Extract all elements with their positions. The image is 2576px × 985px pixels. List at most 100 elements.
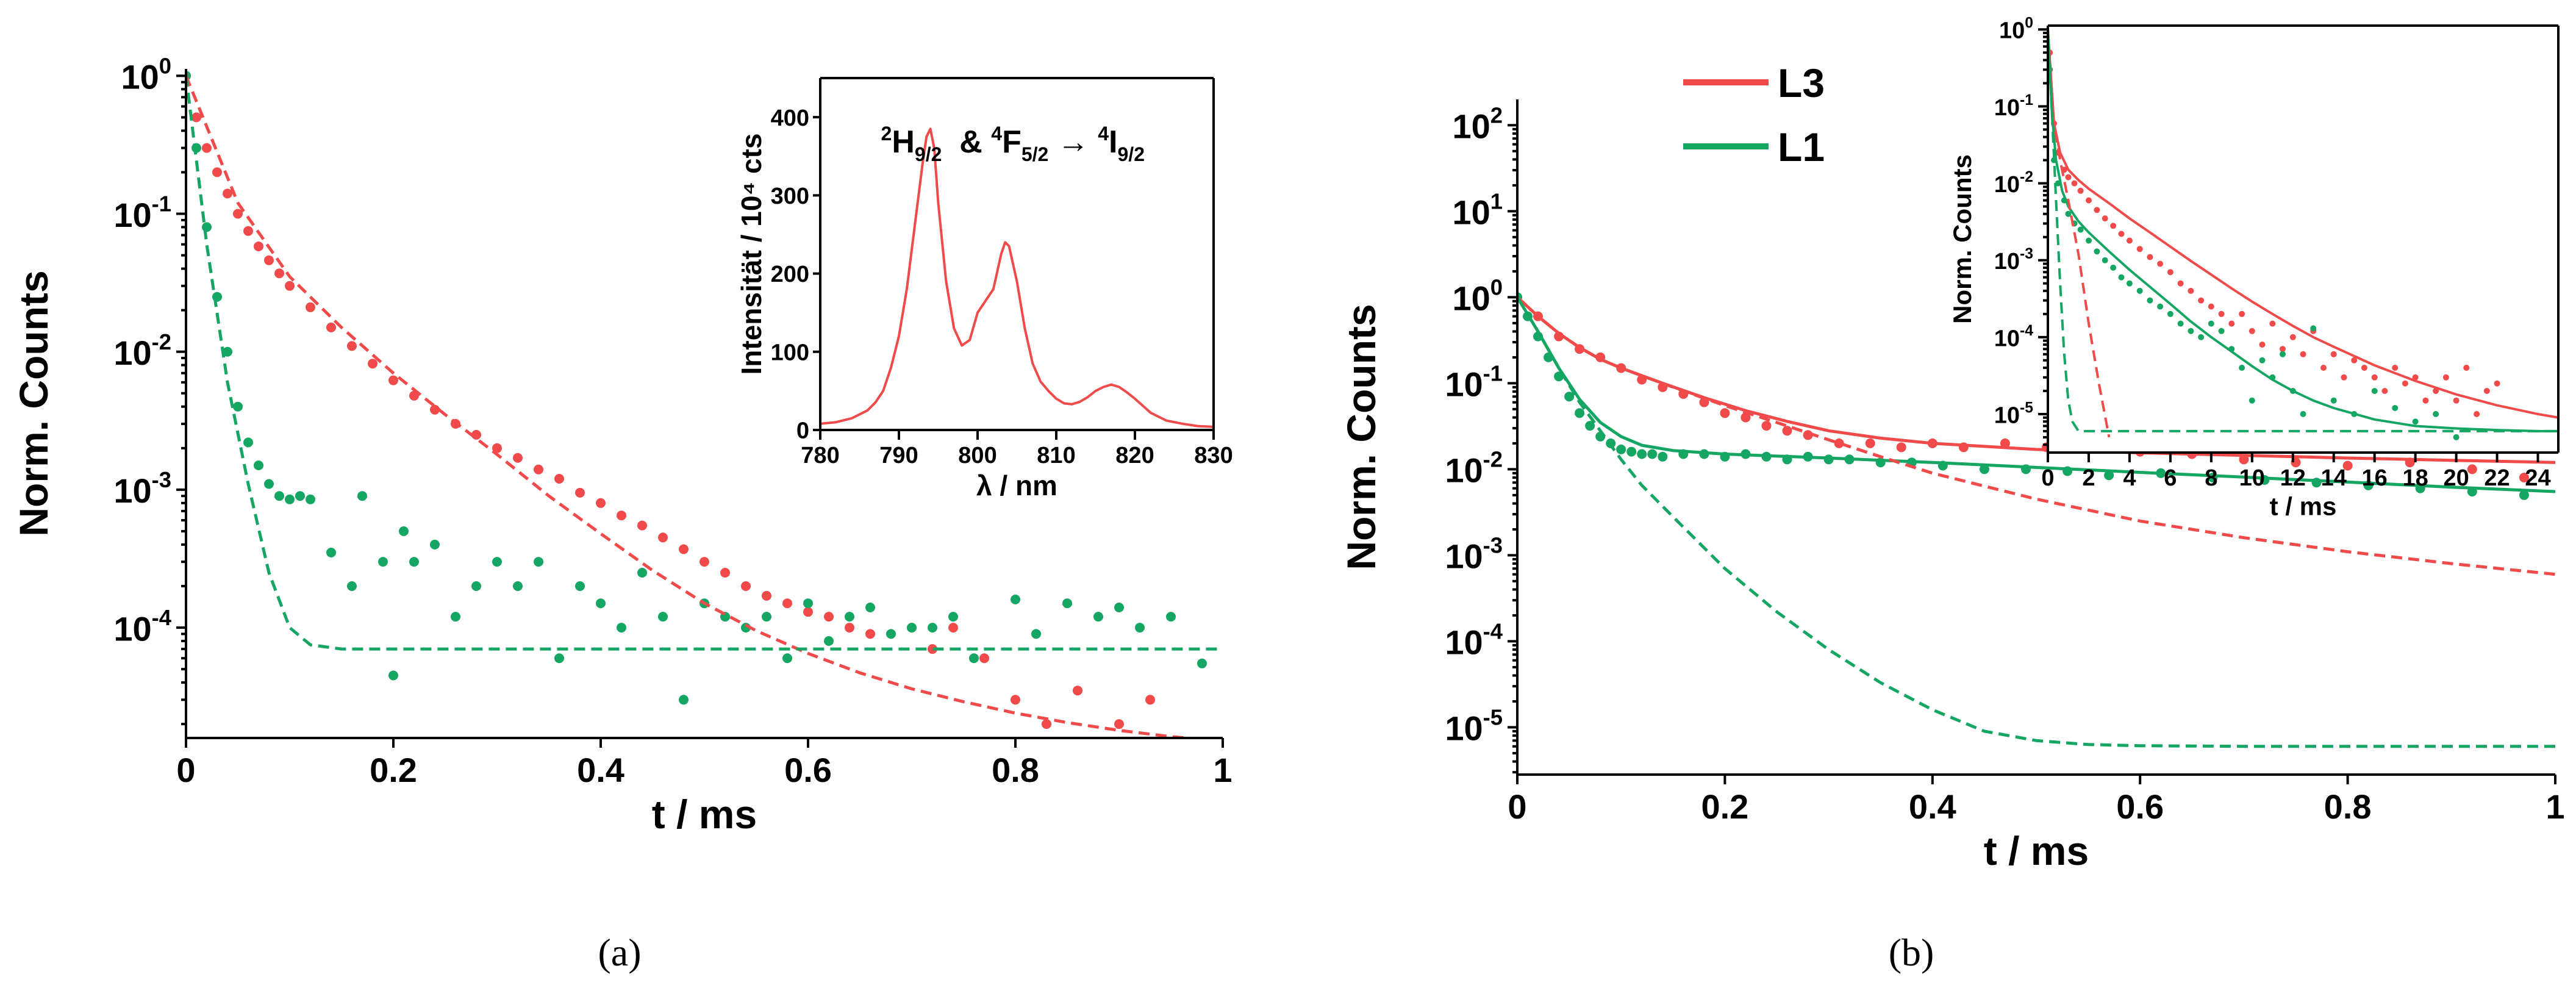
b-main-L3-fast-fit-line: [1517, 296, 2555, 576]
a-main-green-data-point-8: [264, 479, 274, 489]
a-main-red-data-point-4: [223, 188, 232, 199]
a-main-y-axis-label: Norm. Counts: [11, 270, 56, 536]
b-inset-L3-data-point-21: [2218, 310, 2225, 317]
a-main-red-data-point-46: [1114, 719, 1124, 729]
b-main-ytick-label-7: 10-5: [1445, 705, 1503, 748]
b-inset-L3-data-point-7: [2086, 197, 2092, 204]
a-main-green-data-point-2: [202, 222, 212, 232]
a-main-green-data-point-5: [233, 401, 243, 412]
b-inset-L1-data-point-36: [2433, 410, 2439, 417]
b-inset-L3-data-point-25: [2259, 342, 2266, 348]
a-main-green-data-point-12: [306, 494, 315, 504]
a-inset-title-space-2: [1048, 124, 1057, 160]
a-main-green-data-point-13: [326, 548, 336, 557]
chart-b-main: 0 0.2 0.4 0.6 0.8 110210110010-110-210-310-41…: [1339, 99, 2565, 873]
b-main-ytick-label-3: 10-1: [1445, 360, 1503, 403]
b-main-ytick-exp-0: 2: [1490, 102, 1503, 127]
a-main-green-data-point-14: [347, 581, 357, 591]
b-inset-L1-data-point-34: [2392, 405, 2399, 411]
b-inset-L1-data-point-27: [2280, 351, 2286, 357]
b-main-ytick-base-3: 10: [1445, 365, 1483, 404]
a-main-ytick-base-1: 10: [113, 196, 151, 234]
b-main-ytick-label-5: 10-3: [1445, 532, 1503, 575]
a-main-ytick-label-3: 10-3: [113, 467, 171, 510]
b-inset-L1-fast-fit-line: [2048, 29, 2558, 432]
a-main-green-data-point-32: [679, 695, 689, 705]
a-inset-xtick-label-0: 780: [801, 443, 839, 468]
b-main-xtick-label-5: 1: [2546, 787, 2564, 826]
a-main-green-data-point-41: [865, 603, 875, 612]
b-inset-L3-data-point-8: [2094, 207, 2100, 213]
b-inset-L3-data-point-35: [2361, 365, 2367, 371]
a-main-green-data-point-4: [223, 346, 232, 357]
a-inset-xtick-label-3: 810: [1037, 443, 1075, 468]
b-inset-L1-data-point-16: [2167, 310, 2174, 317]
a-inset-bg: [820, 78, 1214, 430]
a-inset-title-space-0: [942, 124, 950, 160]
b-inset-L1-data-point-10: [2110, 264, 2117, 271]
a-main-green-data-point-25: [534, 557, 543, 567]
a-main-green-data-point-28: [596, 598, 606, 609]
b-inset-xtick-label-1: 2: [2082, 465, 2095, 491]
b-inset-ytick-label-0: 100: [1999, 15, 2033, 44]
a-main-red-data-point-43: [1011, 695, 1020, 705]
b-main-ytick-exp-3: -1: [1483, 360, 1503, 385]
b-inset-L3-data-point-13: [2136, 246, 2143, 253]
panel-label-b: (b): [1889, 931, 1934, 974]
a-main-green-data-point-43: [907, 623, 917, 633]
b-inset-ytick-label-2: 10-2: [1994, 169, 2033, 198]
b-inset-L3-data-point-31: [2320, 365, 2327, 371]
b-main-ytick-exp-6: -4: [1483, 619, 1503, 644]
b-inset-L1-data-point-9: [2102, 257, 2108, 263]
a-main-red-data-point-22: [534, 464, 543, 475]
b-inset-L1-data-point-25: [2259, 357, 2266, 364]
b-main-L3-data-point-13: [1782, 426, 1792, 436]
a-main-green-data-point-9: [274, 491, 284, 501]
a-main-green-data-point-22: [471, 581, 481, 591]
b-main-xtick-label-4: 0.8: [2324, 787, 2372, 826]
a-main-green-data-point-6: [243, 437, 253, 448]
a-inset-title-letter-4: I: [1109, 124, 1117, 160]
a-main-xtick-label-5: 1: [1213, 751, 1232, 789]
b-main-L3-data-point-16: [1865, 438, 1875, 448]
b-inset-L3-data-point-47: [2483, 388, 2490, 394]
a-main-xtick-label-3: 0.6: [784, 751, 832, 789]
b-inset-L3-data-point-5: [2071, 180, 2078, 187]
a-main-x-axis-label: t / ms: [652, 792, 757, 837]
b-main-L1-data-point-10: [1616, 444, 1626, 454]
b-main-L1-data-point-11: [1626, 446, 1637, 457]
a-main-red-data-point-10: [285, 281, 295, 291]
b-inset-ytick-exp-1: -1: [2020, 92, 2033, 109]
a-main-red-data-point-24: [575, 487, 585, 498]
b-inset-L3-data-point-44: [2453, 397, 2460, 404]
b-inset-L1-data-point-31: [2330, 397, 2337, 404]
a-main-green-data-point-49: [1031, 629, 1041, 639]
a-main-green-data-point-54: [1166, 612, 1176, 622]
b-inset-ytick-exp-5: -5: [2020, 399, 2033, 416]
a-main-red-data-point-38: [865, 629, 875, 639]
a-inset-title-letter-0: H: [892, 124, 915, 160]
a-main-green-data-point-11: [295, 491, 305, 501]
b-inset-L1-data-point-4: [2065, 210, 2072, 217]
a-main-red-data-point-20: [492, 443, 502, 453]
b-inset-bg: [2048, 26, 2558, 453]
b-inset-L3-data-point-11: [2118, 231, 2125, 237]
b-inset-L3-data-point-33: [2341, 374, 2347, 381]
b-main-L1-data-point-6: [1575, 408, 1585, 418]
b-inset-xtick-label-2: 4: [2123, 465, 2136, 491]
a-main-ytick-exp-1: -1: [152, 192, 171, 217]
b-main-L3-data-point-10: [1720, 408, 1730, 418]
a-main-red-data-point-2: [202, 143, 212, 153]
a-main-red-data-point-31: [720, 568, 730, 578]
a-inset-x-axis-label: λ / nm: [976, 470, 1057, 501]
b-main-L3-data-point-17: [1896, 442, 1906, 453]
a-main-red-data-point-11: [306, 302, 315, 312]
a-main-green-data-point-51: [1093, 612, 1103, 622]
a-main-red-data-point-3: [212, 167, 222, 177]
a-main-green-data-point-7: [254, 460, 263, 470]
b-inset-ytick-base-2: 10: [1994, 172, 2020, 198]
b-inset-L3-data-point-12: [2126, 237, 2133, 244]
a-main-ytick-exp-2: -2: [152, 329, 171, 354]
b-main-ytick-exp-7: -5: [1483, 705, 1503, 730]
